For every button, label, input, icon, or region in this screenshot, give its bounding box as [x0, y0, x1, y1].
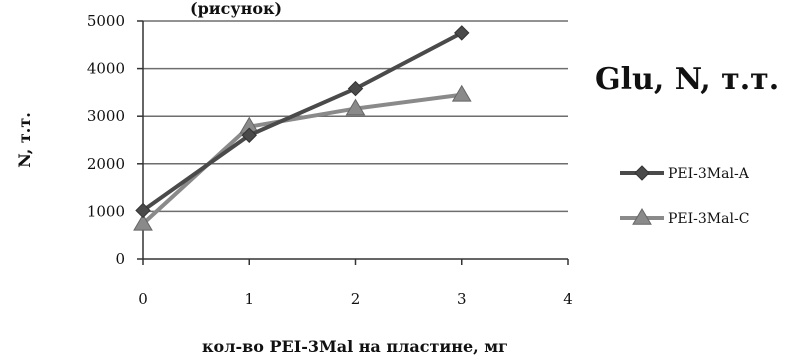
legend-label: PEI-3Mal-A: [668, 166, 750, 182]
series-2: [133, 84, 472, 231]
series-line: [141, 31, 463, 213]
x-tick-label: 3: [457, 290, 467, 308]
x-tick-labels: 0 1 2 3 4: [138, 290, 573, 308]
data-point: [451, 84, 472, 102]
chart-title: Glu, N, т.т.: [595, 62, 779, 97]
series-line: [141, 92, 463, 226]
y-tick-label: 0: [115, 250, 125, 268]
top-caption: (рисунок): [190, 0, 282, 18]
grid: [143, 20, 568, 213]
x-tick-label: 4: [563, 290, 573, 308]
data-point: [454, 25, 470, 41]
data-point: [241, 127, 257, 143]
y-axis-title: N, т.т.: [15, 112, 34, 168]
legend-marker: [632, 208, 652, 225]
data-point: [345, 98, 366, 116]
data-point: [347, 80, 364, 97]
legend-marker: [634, 165, 650, 181]
y-tick-label: 1000: [87, 202, 125, 220]
data-point: [135, 202, 151, 219]
series-1: [135, 25, 470, 219]
data-point: [133, 213, 153, 231]
x-tick-label: 2: [351, 290, 361, 308]
y-tick-label: 2000: [87, 155, 125, 173]
x-tick-label: 1: [244, 290, 254, 308]
y-tick-label: 4000: [87, 60, 125, 78]
series-layer: [133, 25, 472, 231]
legend: PEI-3Mal-A PEI-3Mal-C: [620, 165, 750, 227]
y-tick-labels: 0 1000 2000 3000 4000 5000: [87, 12, 125, 268]
y-tick-label: 5000: [87, 12, 125, 30]
axes: [137, 20, 569, 265]
legend-label: PEI-3Mal-C: [668, 211, 749, 227]
x-axis-title: кол-во PEI-3Mal на пластине, мг: [202, 337, 508, 356]
x-tick-label: 0: [138, 290, 148, 308]
y-tick-label: 3000: [87, 107, 125, 125]
